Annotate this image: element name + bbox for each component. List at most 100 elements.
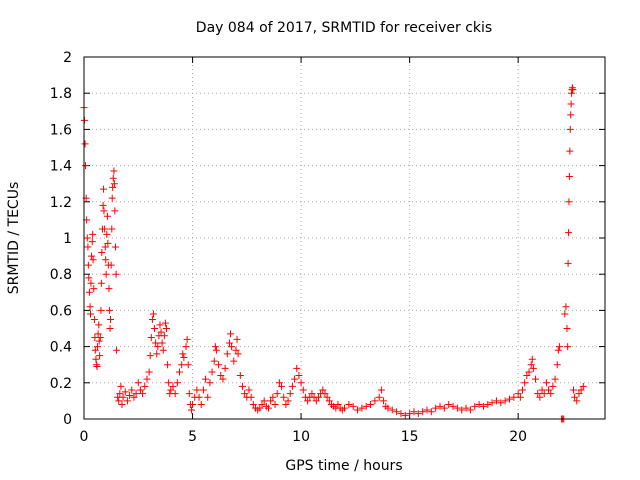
data-point (510, 393, 518, 401)
data-point (221, 364, 229, 372)
data-point (107, 261, 115, 269)
data-point (297, 379, 305, 387)
data-point (179, 350, 187, 358)
data-point (117, 382, 125, 390)
data-point (440, 404, 448, 412)
x-tick-label: 10 (292, 429, 310, 445)
data-point (232, 346, 240, 354)
data-point (377, 386, 385, 394)
data-point (284, 397, 292, 405)
data-point (536, 393, 544, 401)
y-axis-label: SRMTID / TECUs (6, 182, 22, 295)
axis-ticks: 00.20.40.60.811.21.41.61.820 5 10 15 20 (50, 50, 605, 445)
x-axis-label: GPS time / hours (285, 458, 402, 474)
data-point (538, 386, 546, 394)
data-point (445, 401, 453, 409)
data-point (549, 382, 557, 390)
data-point (561, 310, 569, 318)
data-point (99, 201, 107, 209)
data-point (110, 167, 118, 175)
data-point (101, 243, 109, 251)
data-point (112, 270, 120, 278)
data-point (575, 390, 583, 398)
data-point (110, 180, 118, 188)
data-point (139, 390, 147, 398)
data-point (564, 259, 572, 267)
grid (84, 57, 605, 419)
data-point (97, 279, 105, 287)
data-point (152, 339, 160, 347)
data-point (121, 388, 129, 396)
data-point (97, 306, 105, 314)
data-point (449, 402, 457, 410)
chart-title: Day 084 of 2017, SRMTID for receiver cki… (196, 20, 492, 36)
data-point (164, 361, 172, 369)
data-point (230, 357, 238, 365)
data-point (521, 379, 529, 387)
data-point (165, 379, 173, 387)
data-point (312, 397, 320, 405)
data-point (564, 343, 572, 351)
data-point (126, 391, 134, 399)
data-point (471, 402, 479, 410)
data-point (81, 140, 89, 148)
data-point (432, 404, 440, 412)
data-point (282, 401, 290, 409)
data-point (565, 229, 573, 237)
data-point (414, 410, 422, 418)
data-point (93, 363, 101, 371)
data-point (162, 325, 170, 332)
data-point (145, 368, 153, 376)
data-point (345, 401, 353, 409)
data-point (89, 230, 97, 238)
data-point (323, 393, 331, 401)
data-point (154, 343, 162, 351)
data-point (519, 386, 527, 394)
data-point (88, 238, 96, 246)
data-point (183, 335, 191, 343)
data-point (141, 382, 149, 390)
data-point (419, 408, 427, 416)
data-point (212, 346, 220, 354)
data-point (100, 207, 108, 215)
data-point (113, 346, 121, 354)
data-point (367, 401, 375, 409)
data-point (115, 397, 123, 405)
data-point (271, 401, 279, 409)
data-point (325, 397, 333, 405)
data-point (341, 404, 348, 412)
data-point (260, 397, 268, 405)
data-point (573, 397, 581, 405)
data-point (180, 353, 188, 361)
data-point (321, 390, 329, 398)
data-point (151, 325, 159, 332)
data-point (249, 401, 257, 409)
y-tick-label: 1.2 (50, 195, 72, 211)
data-point (92, 355, 100, 363)
data-point (362, 402, 370, 410)
data-point (258, 401, 266, 409)
data-point (466, 406, 474, 414)
data-point (349, 402, 357, 410)
data-point (128, 386, 136, 394)
data-point (227, 330, 235, 338)
data-point (492, 397, 500, 405)
data-point (245, 386, 253, 394)
x-tick-label: 15 (401, 429, 419, 445)
data-point (132, 390, 140, 398)
data-point (208, 368, 216, 376)
data-point (547, 390, 555, 398)
plot-frame (83, 56, 606, 420)
data-point (95, 321, 103, 329)
data-point (427, 408, 435, 416)
data-point (501, 397, 509, 405)
data-point (528, 355, 536, 363)
data-point (566, 125, 574, 133)
data-point (123, 397, 131, 405)
data-point (171, 390, 179, 398)
data-point (219, 375, 227, 383)
data-point (167, 386, 175, 394)
data-point (265, 404, 273, 412)
data-point (184, 361, 192, 369)
data-point (149, 310, 157, 318)
